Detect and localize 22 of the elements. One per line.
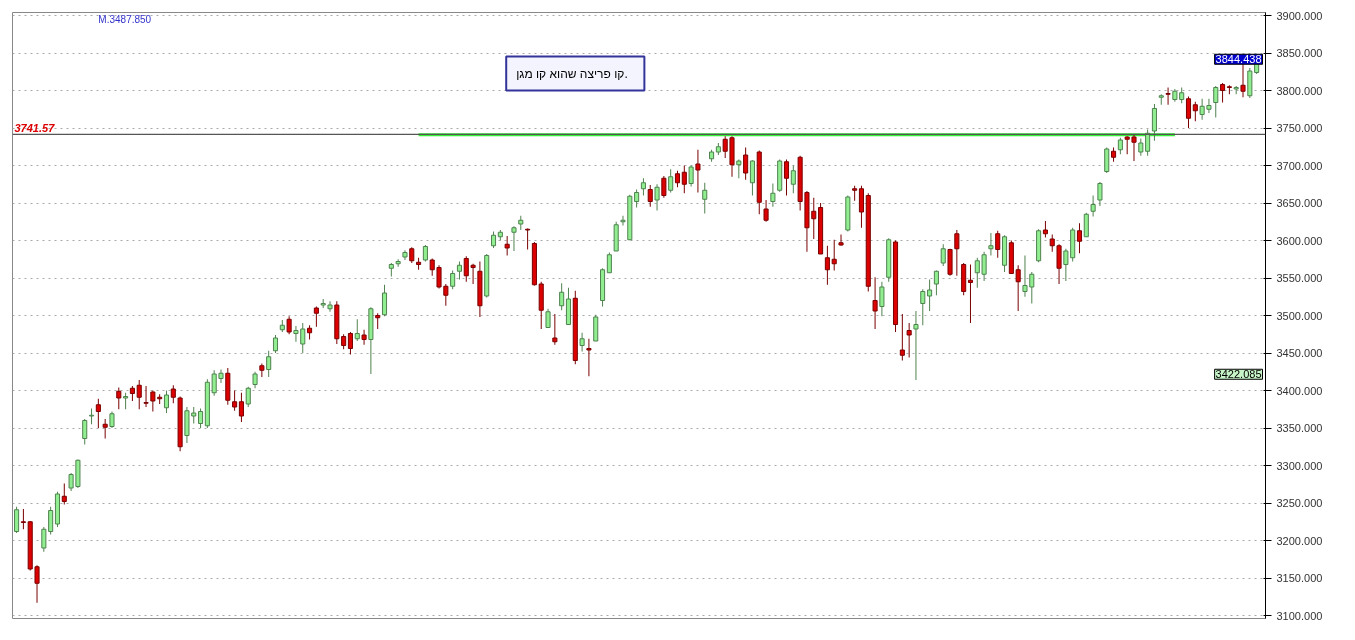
y-tick-label: 3400.000 bbox=[1276, 384, 1323, 397]
ref-line-label: 3741.57 bbox=[14, 122, 56, 135]
annotation: M.3487.850 bbox=[98, 13, 152, 25]
y-tick-label: 3850.000 bbox=[1276, 47, 1323, 59]
y-tick-label: 3600.000 bbox=[1276, 234, 1323, 247]
y-tick-label: 3700.000 bbox=[1276, 159, 1323, 172]
y-tick-label: 3350.000 bbox=[1276, 422, 1323, 434]
y-tick-label: 3500.000 bbox=[1276, 309, 1323, 322]
y-tick-label: 3150.000 bbox=[1276, 572, 1323, 584]
annotation: 3844.438 bbox=[1215, 53, 1262, 66]
y-tick-label: 3750.000 bbox=[1276, 122, 1323, 134]
annotation: 3422.085 bbox=[1215, 368, 1262, 381]
y-tick-label: 3200.000 bbox=[1276, 534, 1323, 547]
y-tick-label: 3900.000 bbox=[1276, 9, 1323, 22]
annotation: קו פריצה שהוא קו מגן. bbox=[516, 66, 628, 81]
y-tick-label: 3450.000 bbox=[1276, 347, 1323, 359]
y-tick-label: 3550.000 bbox=[1276, 272, 1323, 284]
y-tick-label: 3100.000 bbox=[1276, 609, 1323, 622]
y-tick-label: 3250.000 bbox=[1276, 497, 1323, 509]
y-tick-label: 3800.000 bbox=[1276, 84, 1323, 97]
y-tick-label: 3650.000 bbox=[1276, 197, 1323, 209]
y-tick-label: 3300.000 bbox=[1276, 459, 1323, 472]
